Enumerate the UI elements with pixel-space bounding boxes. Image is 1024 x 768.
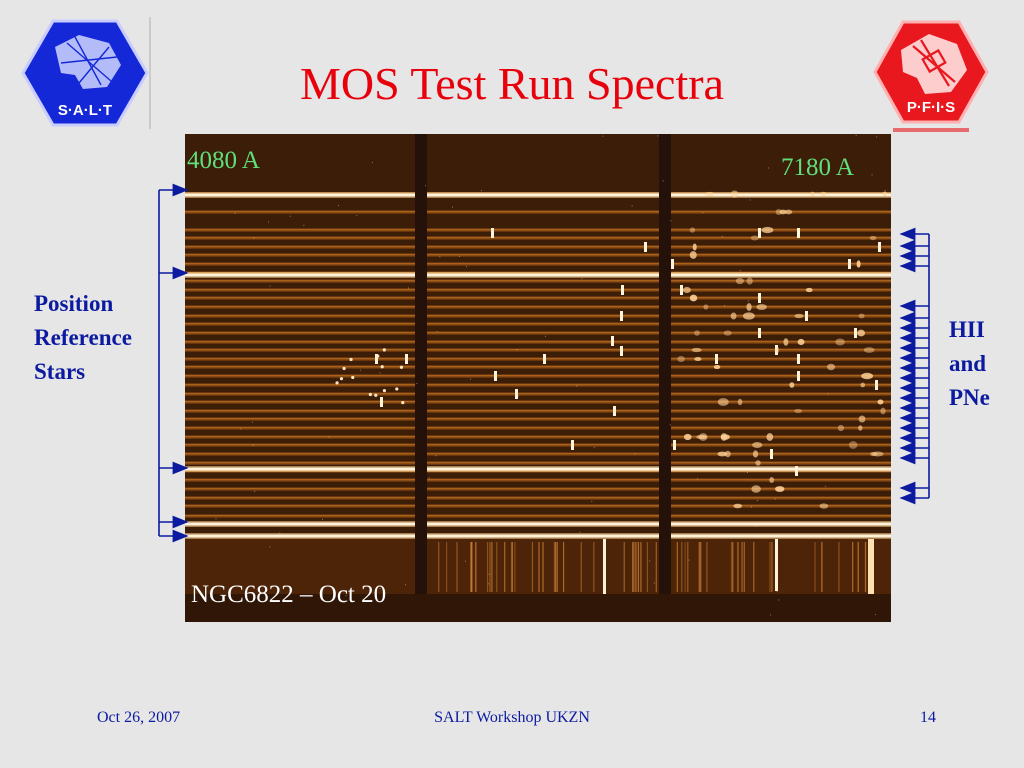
position-reference-stars-label: Position Reference Stars — [34, 291, 132, 384]
spectra-image — [185, 134, 891, 622]
pfis-logo-icon: P·F·I·S — [873, 20, 989, 132]
footer-date: Oct 26, 2007 — [97, 709, 181, 726]
svg-text:S·A·L·T: S·A·L·T — [58, 102, 112, 119]
footer-event: SALT Workshop UKZN — [434, 709, 590, 726]
slide-title: MOS Test Run Spectra — [300, 58, 724, 109]
slide-number: 14 — [920, 709, 936, 726]
hii-and-pne-label: HII and PNe — [949, 317, 990, 410]
salt-logo-icon: S·A·L·T — [21, 17, 151, 129]
wavelength-end-label: 7180 A — [781, 154, 854, 181]
field-caption: NGC6822 – Oct 20 — [191, 581, 387, 608]
svg-text:P·F·I·S: P·F·I·S — [907, 99, 955, 116]
hii-pne-bracket — [899, 227, 930, 505]
reference-star-bracket — [158, 183, 189, 543]
spectra-plot — [185, 134, 891, 622]
wavelength-start-label: 4080 A — [187, 147, 260, 174]
